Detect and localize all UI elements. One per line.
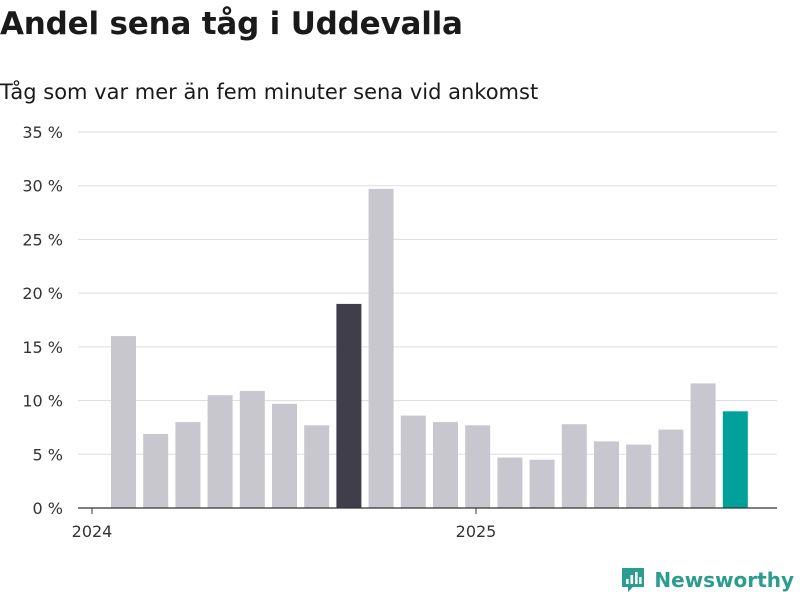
- bars: [111, 188, 748, 508]
- bar: [561, 424, 587, 508]
- y-tick-label: 0 %: [33, 499, 63, 518]
- grid-lines: [78, 131, 777, 455]
- bar: [175, 422, 201, 508]
- newsworthy-logo: Newsworthy: [620, 566, 794, 594]
- x-axis-tick-labels: 2024 2025: [72, 508, 497, 541]
- chart-title: Andel sena tåg i Uddevalla: [0, 6, 463, 42]
- bar: [465, 425, 491, 508]
- bar: [143, 433, 169, 508]
- y-tick-label: 30 %: [22, 177, 63, 196]
- bar: [207, 395, 233, 508]
- bar: [497, 457, 523, 508]
- bar: [272, 403, 297, 508]
- y-tick-label: 25 %: [22, 230, 63, 249]
- y-tick-label: 5 %: [33, 445, 63, 464]
- bar: [400, 415, 426, 508]
- bar: [239, 390, 265, 508]
- bar: [594, 441, 619, 508]
- y-tick-label: 15 %: [22, 338, 63, 357]
- bar-chart: 0 % 5 % 10 % 15 % 20 % 25 % 30 % 35 % 2024 2025: [22, 123, 777, 541]
- bar: [529, 459, 555, 508]
- bar: [626, 444, 652, 508]
- bar: [111, 336, 136, 508]
- y-tick-label: 20 %: [22, 284, 63, 303]
- y-tick-label: 10 %: [22, 392, 63, 411]
- bar: [658, 429, 684, 508]
- x-tick-label: 2024: [72, 522, 113, 541]
- bar: [722, 411, 748, 508]
- brand-name: Newsworthy: [654, 568, 794, 592]
- bar: [304, 425, 330, 508]
- y-axis-tick-labels: 0 % 5 % 10 % 15 % 20 % 25 % 30 % 35 %: [22, 123, 63, 518]
- x-tick-label: 2025: [456, 522, 497, 541]
- bar: [368, 188, 394, 508]
- bar: [336, 303, 362, 508]
- y-tick-label: 35 %: [22, 123, 63, 142]
- newsworthy-logo-icon: [622, 568, 645, 592]
- bar: [433, 422, 458, 508]
- chart-subtitle: Tåg som var mer än fem minuter sena vid …: [0, 80, 539, 104]
- bar: [690, 383, 716, 508]
